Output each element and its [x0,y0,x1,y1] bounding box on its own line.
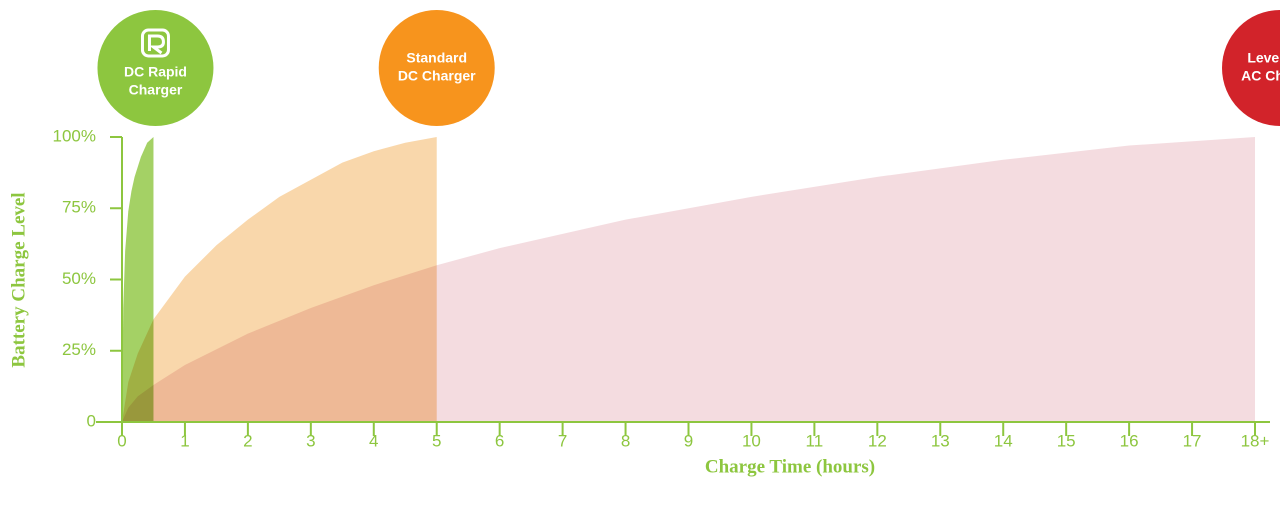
x-tick-label: 17 [1183,431,1202,450]
x-tick-label: 12 [868,431,887,450]
x-tick-label: 1 [180,431,189,450]
x-tick-label: 2 [243,431,252,450]
area [122,137,437,422]
badge-label: DC Charger [398,68,476,84]
y-tick-label: 50% [62,269,96,288]
badge-label: Level 1&2 [1247,50,1280,66]
badge-label: AC Charger [1241,68,1280,84]
badge [97,10,214,126]
x-tick-label: 15 [1057,431,1076,450]
x-tick-label: 0 [117,431,126,450]
y-tick-label: 75% [62,198,96,217]
x-tick-label: 7 [558,431,567,450]
x-tick-label: 13 [931,431,950,450]
badge [1222,10,1280,126]
badge-label: DC Rapid [124,64,187,80]
y-tick-label: 0 [87,411,96,430]
areas [122,137,1255,422]
badge-icon [140,28,170,58]
badge [378,10,495,126]
x-tick-label: 8 [621,431,630,450]
area [122,137,154,422]
y-tick-label: 100% [53,126,96,145]
y-axis-title: Battery Charge Level [8,192,29,367]
x-tick-label: 18+ [1241,431,1270,450]
x-tick-label: 5 [432,431,441,450]
badge-label: Charger [129,82,183,98]
x-tick-label: 9 [684,431,693,450]
x-tick-label: 16 [1120,431,1139,450]
x-tick-label: 11 [806,431,824,450]
x-axis-title: Charge Time (hours) [705,456,875,477]
badge-label: Standard [406,50,467,66]
x-tick-label: 6 [495,431,504,450]
badge-icon [147,34,165,55]
y-tick-label: 25% [62,340,96,359]
x-tick-label: 14 [994,431,1013,450]
x-tick-label: 4 [369,431,378,450]
x-tick-label: 10 [742,431,761,450]
x-tick-label: 3 [306,431,315,450]
